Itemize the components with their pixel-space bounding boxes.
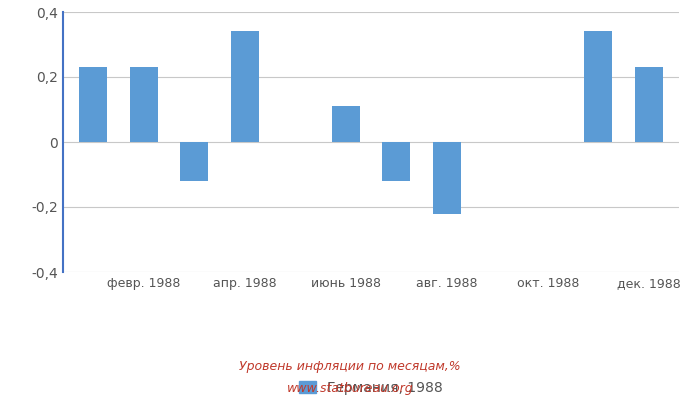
Bar [332, 106, 360, 142]
Bar [79, 67, 107, 142]
Text: www.statbureau.org: www.statbureau.org [287, 382, 413, 395]
Bar [433, 142, 461, 214]
Bar [130, 67, 158, 142]
Bar [382, 142, 410, 181]
Legend: Германия, 1988: Германия, 1988 [294, 375, 448, 400]
Bar [584, 32, 612, 142]
Text: Уровень инфляции по месяцам,%: Уровень инфляции по месяцам,% [239, 360, 461, 373]
Bar [635, 67, 663, 142]
Bar [231, 32, 259, 142]
Bar [181, 142, 208, 181]
